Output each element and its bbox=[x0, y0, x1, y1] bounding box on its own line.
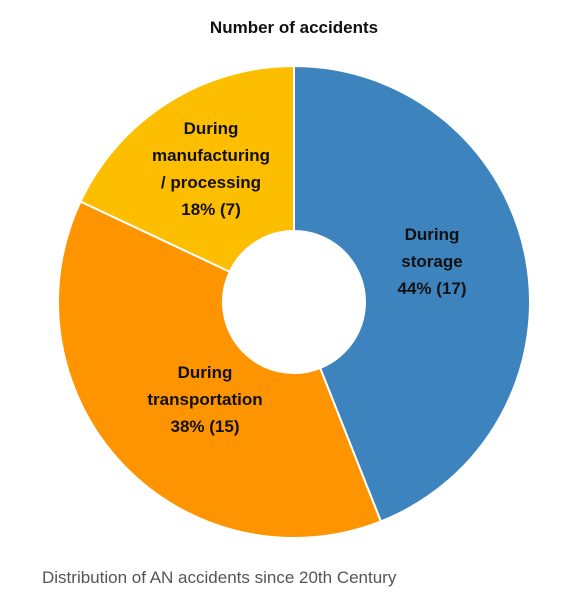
donut-chart: During storage 44% (17) During transportatio… bbox=[57, 64, 531, 539]
slice-value-label: 44% (17) bbox=[398, 279, 467, 298]
slice-label-line: storage bbox=[401, 252, 462, 271]
slice-label-line: During bbox=[184, 119, 239, 138]
slice-label-line: manufacturing bbox=[152, 146, 270, 165]
slice-label-0: During storage 44% (17) bbox=[398, 225, 467, 298]
donut-slice-1 bbox=[57, 200, 383, 539]
slice-label-line: transportation bbox=[147, 390, 262, 409]
slice-label-line: During bbox=[178, 363, 233, 382]
donut-slice-0 bbox=[293, 64, 531, 523]
slice-label-1: During transportation 38% (15) bbox=[147, 363, 262, 436]
chart-title: Number of accidents bbox=[209, 18, 379, 37]
slice-label-line: / processing bbox=[161, 173, 261, 192]
slice-label-2: During manufacturing / processing 18% (7) bbox=[152, 119, 270, 219]
slice-label-line: During bbox=[405, 225, 460, 244]
slice-value-label: 38% (15) bbox=[171, 417, 240, 436]
figure-caption: Distribution of AN accidents since 20th … bbox=[42, 568, 397, 587]
slice-value-label: 18% (7) bbox=[181, 200, 241, 219]
donut-slice-2 bbox=[79, 64, 295, 274]
